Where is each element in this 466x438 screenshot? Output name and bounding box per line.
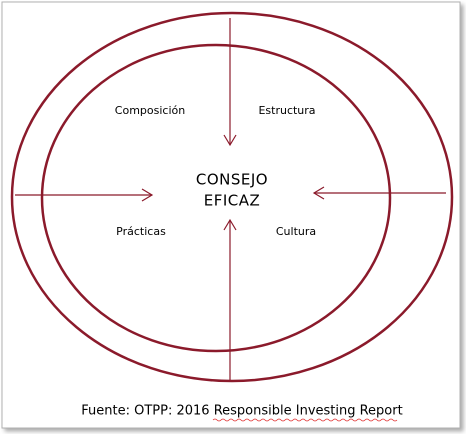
inner-ellipse [40,43,392,353]
quadrant-label: Estructura [258,104,315,117]
center-label: CONSEJO [196,171,268,189]
source-note: Fuente: OTPP: 2016 Responsible Investing… [81,404,402,419]
spellcheck-underline [212,418,398,422]
center-label: EFICAZ [204,192,261,210]
quadrant-label: Cultura [276,225,316,238]
arrows [15,18,446,380]
arrowhead [223,134,237,147]
frame [1,1,461,429]
quadrant-label: Composición [115,104,185,117]
arrowhead [141,188,154,202]
outer-ellipse [10,11,454,383]
arrowhead [223,218,237,231]
arrowhead [312,186,325,200]
quadrant-label: Prácticas [116,225,166,238]
